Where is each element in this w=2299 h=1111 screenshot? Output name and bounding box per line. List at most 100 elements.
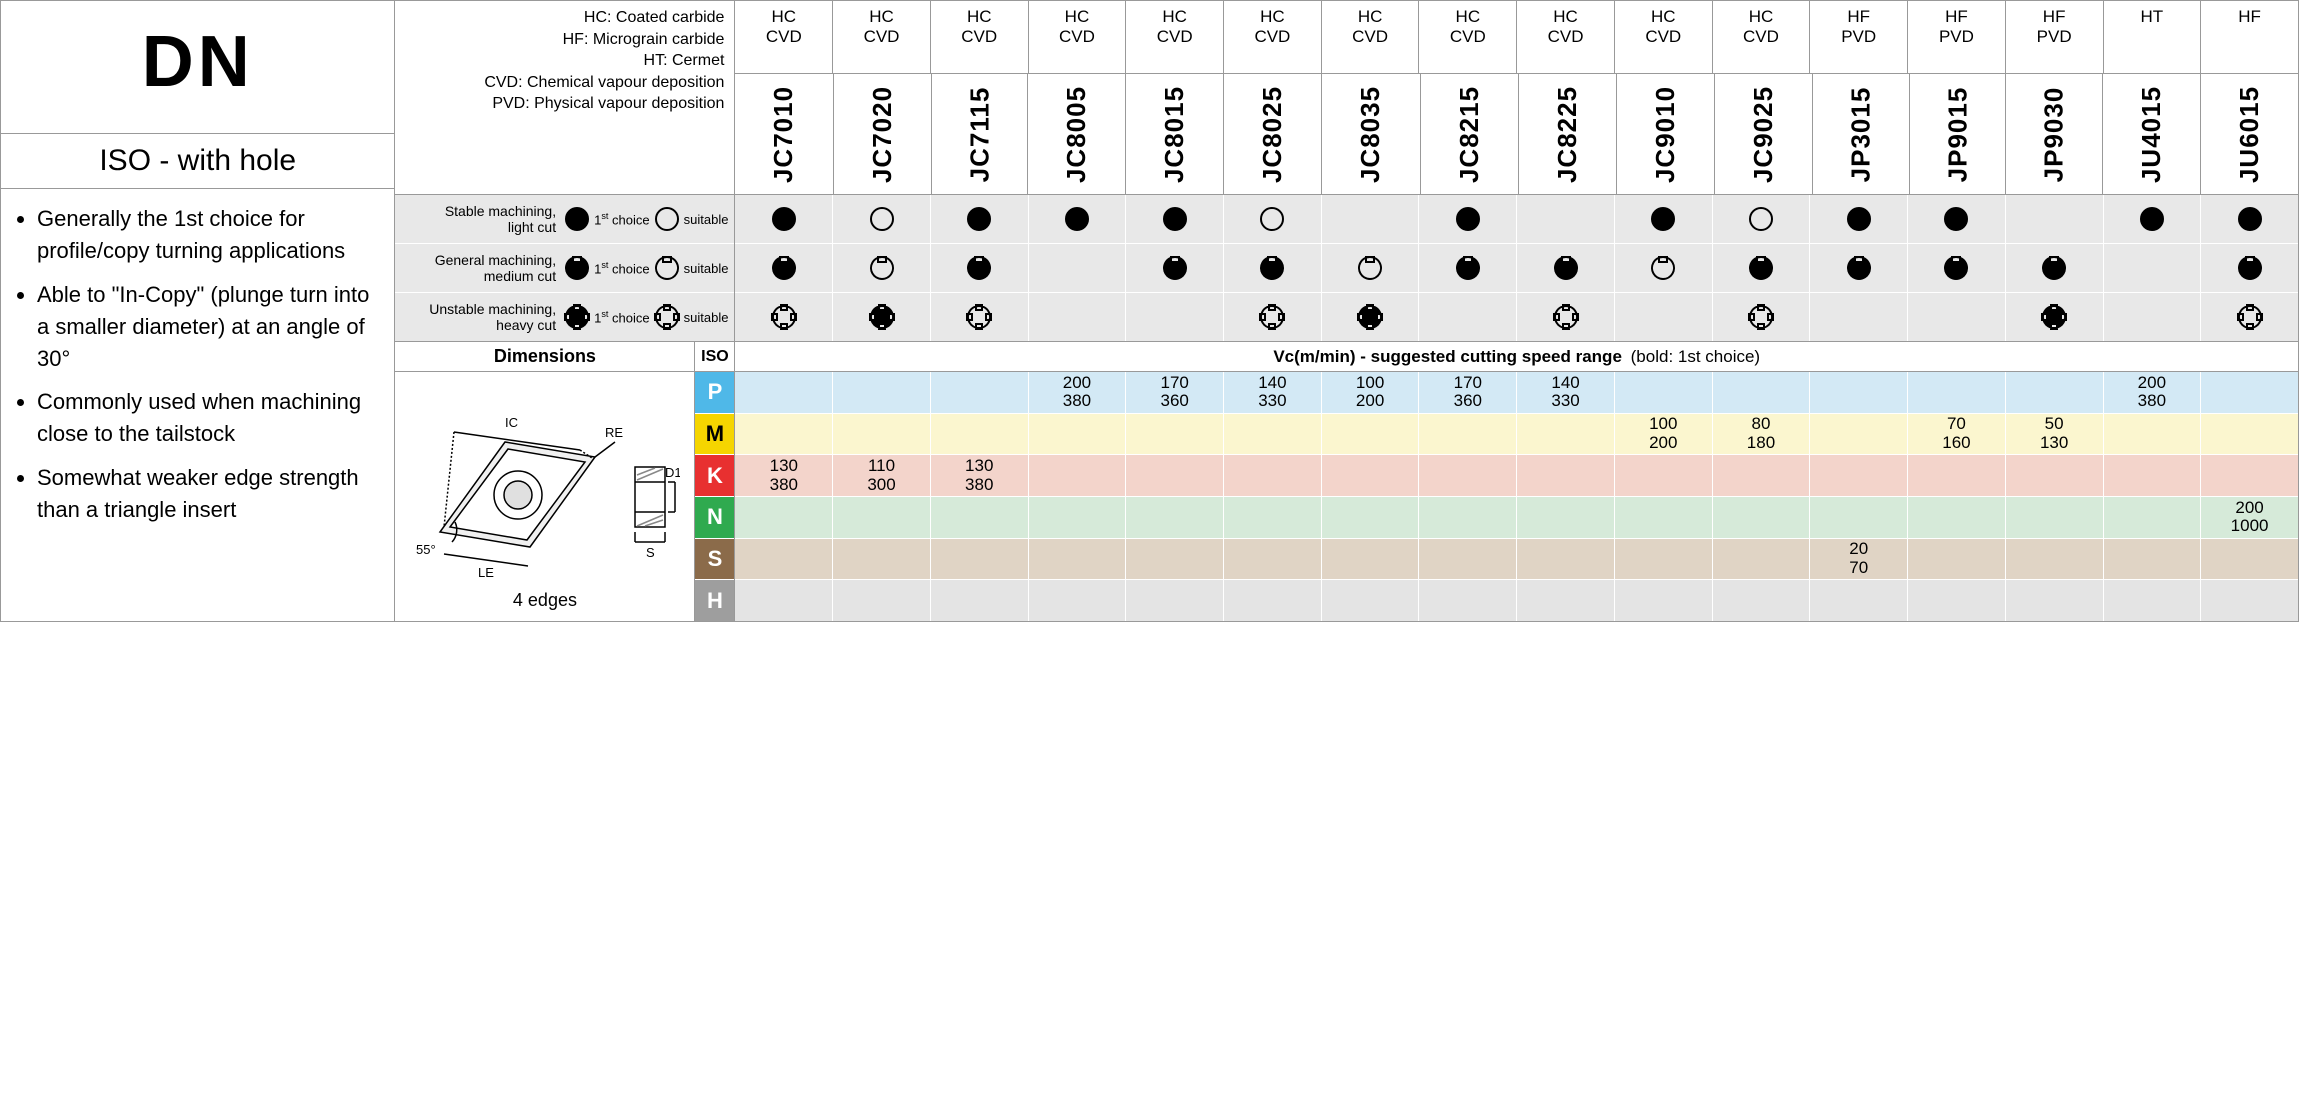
speed-cell: 50130 bbox=[2005, 414, 2103, 455]
iso-code-cell: M bbox=[695, 414, 734, 456]
suit-cell bbox=[1321, 195, 1419, 243]
svg-text:55°: 55° bbox=[416, 542, 436, 557]
speed-cell bbox=[1223, 455, 1321, 496]
vc-title-rest: (bold: 1st choice) bbox=[1631, 347, 1760, 367]
grade-code-cell: JC8215 bbox=[1420, 74, 1518, 194]
grade-type-cell: HCCVD bbox=[1125, 1, 1223, 73]
grade-code-cell: JU6015 bbox=[2200, 74, 2298, 194]
speed-cell bbox=[1712, 372, 1810, 413]
suit-cell bbox=[1516, 195, 1614, 243]
speed-cell: 130380 bbox=[735, 455, 832, 496]
speed-cell bbox=[2200, 539, 2298, 580]
speed-cell bbox=[1907, 539, 2005, 580]
grade-type-cell: HCCVD bbox=[1321, 1, 1419, 73]
speed-cell bbox=[1125, 580, 1223, 621]
iso-code-cell: K bbox=[695, 455, 734, 497]
iso-code-cell: S bbox=[695, 539, 734, 581]
suit-cell bbox=[2005, 293, 2103, 341]
grade-type-cell: HCCVD bbox=[1418, 1, 1516, 73]
speed-cell: 170360 bbox=[1125, 372, 1223, 413]
speed-cell bbox=[1907, 455, 2005, 496]
suit-cell bbox=[1321, 244, 1419, 292]
suit-cell bbox=[2200, 244, 2298, 292]
speed-cell: 110300 bbox=[832, 455, 930, 496]
speed-row: 130380110300130380 bbox=[735, 455, 2298, 497]
speed-cell bbox=[1418, 497, 1516, 538]
speed-cell: 170360 bbox=[1418, 372, 1516, 413]
iso-code-cell: P bbox=[695, 372, 734, 414]
grade-code: JC8025 bbox=[1257, 85, 1288, 182]
grade-code: JC7020 bbox=[867, 85, 898, 182]
speed-cell bbox=[1712, 539, 1810, 580]
speed-row: 2003801703601403301002001703601403302003… bbox=[735, 372, 2298, 414]
grade-type-cell: HCCVD bbox=[1028, 1, 1126, 73]
speed-cell bbox=[1418, 414, 1516, 455]
insert-code-title: DN bbox=[1, 1, 394, 134]
grade-code: JC7010 bbox=[768, 85, 799, 182]
speed-cell bbox=[735, 539, 832, 580]
speed-cell bbox=[735, 497, 832, 538]
speed-cell: 200380 bbox=[1028, 372, 1126, 413]
speed-cell bbox=[2005, 580, 2103, 621]
suit-cell bbox=[832, 244, 930, 292]
grade-code: JC9025 bbox=[1748, 85, 1779, 182]
suit-cell bbox=[1125, 244, 1223, 292]
iso-header: ISO bbox=[695, 342, 735, 371]
speed-cell bbox=[1516, 539, 1614, 580]
suit-cell bbox=[1418, 293, 1516, 341]
legend-line: HF: Micrograin carbide bbox=[405, 29, 724, 51]
suit-cell bbox=[1223, 244, 1321, 292]
speed-cell bbox=[735, 580, 832, 621]
grade-type-cell: HF bbox=[2200, 1, 2298, 73]
speed-cell: 130380 bbox=[930, 455, 1028, 496]
suit-cell bbox=[930, 195, 1028, 243]
suitability-grid bbox=[735, 195, 2298, 342]
suit-legend-icons: 1st choice suitable bbox=[564, 206, 734, 232]
speed-cell bbox=[1223, 580, 1321, 621]
grade-code-cell: JC7020 bbox=[833, 74, 931, 194]
speed-cell bbox=[930, 539, 1028, 580]
speed-cell bbox=[1125, 539, 1223, 580]
speed-cell bbox=[1321, 455, 1419, 496]
suitability-block: Stable machining,light cut 1st choice su… bbox=[395, 195, 2298, 342]
speed-cell bbox=[1028, 497, 1126, 538]
speed-cell bbox=[832, 539, 930, 580]
speed-cell bbox=[1321, 539, 1419, 580]
speed-cell bbox=[930, 414, 1028, 455]
suit-cell bbox=[2103, 244, 2201, 292]
speed-cell bbox=[1321, 497, 1419, 538]
speed-row: 2070 bbox=[735, 539, 2298, 581]
grade-code-cell: JP3015 bbox=[1812, 74, 1909, 194]
speed-cell bbox=[1907, 372, 2005, 413]
speed-cell bbox=[1223, 414, 1321, 455]
speed-cell bbox=[2103, 580, 2201, 621]
bullet-item: Generally the 1st choice for profile/cop… bbox=[37, 203, 376, 267]
suit-cell bbox=[1321, 293, 1419, 341]
speed-cell bbox=[1809, 372, 1907, 413]
grade-code: JU4015 bbox=[2136, 85, 2167, 182]
description-bullets: Generally the 1st choice for profile/cop… bbox=[1, 189, 394, 552]
speed-cell bbox=[2005, 372, 2103, 413]
suit-label: Stable machining,light cut bbox=[395, 203, 564, 235]
coating-legend: HC: Coated carbideHF: Micrograin carbide… bbox=[395, 1, 735, 194]
speed-cell bbox=[1418, 539, 1516, 580]
grade-code: JC9010 bbox=[1650, 85, 1681, 182]
grade-type-cell: HT bbox=[2103, 1, 2201, 73]
header-area: HC: Coated carbideHF: Micrograin carbide… bbox=[395, 1, 2298, 195]
speed-cell bbox=[1028, 414, 1126, 455]
grade-code: JP9015 bbox=[1942, 86, 1973, 182]
suit-cell bbox=[832, 195, 930, 243]
suit-cell bbox=[2005, 244, 2103, 292]
bullet-item: Somewhat weaker edge strength than a tri… bbox=[37, 462, 376, 526]
speed-cell bbox=[930, 580, 1028, 621]
speed-cell bbox=[832, 497, 930, 538]
grade-type-cell: HCCVD bbox=[1712, 1, 1810, 73]
suit-cell bbox=[2103, 195, 2201, 243]
speed-cell bbox=[2200, 372, 2298, 413]
grade-code: JC8035 bbox=[1356, 85, 1387, 182]
insert-diagram: IC RE LE 55° D1 S bbox=[410, 382, 680, 582]
speed-cell bbox=[1614, 580, 1712, 621]
speed-cell bbox=[2005, 455, 2103, 496]
suit-grid-row bbox=[735, 244, 2298, 293]
speed-cell bbox=[1418, 455, 1516, 496]
